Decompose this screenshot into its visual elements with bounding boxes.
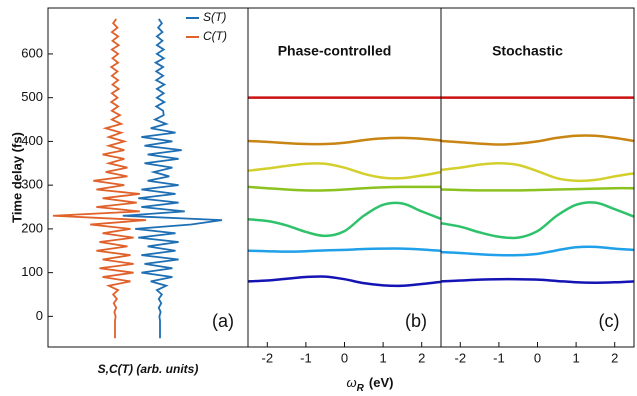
trace-line [52, 18, 147, 339]
x-tick-label: 1 [379, 350, 386, 365]
curve [247, 162, 442, 180]
curve [247, 136, 442, 146]
x-axis-label: S,C(T) (arb. units) [98, 362, 199, 376]
curve [440, 245, 635, 257]
y-tick-label: 500 [21, 89, 43, 104]
panel-label: (c) [599, 311, 620, 331]
x-tick-label: 2 [611, 350, 618, 365]
curve [247, 201, 442, 238]
x-tick-label: 0 [341, 350, 348, 365]
shared-x-label: ωR (eV) [347, 375, 394, 393]
curve [440, 201, 635, 240]
curve [440, 186, 635, 192]
y-tick-label: 300 [21, 177, 43, 192]
curve [247, 275, 442, 288]
curve [247, 185, 441, 192]
y-tick-label: 0 [36, 308, 43, 323]
trace-line [122, 18, 223, 339]
panel-frame [47, 7, 249, 348]
curve [440, 162, 635, 183]
panel-label: (a) [212, 311, 234, 331]
x-label-subscript: R [357, 383, 365, 394]
panel-frame [440, 7, 635, 348]
x-tick-label: -1 [493, 350, 505, 365]
x-tick-label: 2 [418, 350, 425, 365]
curve [440, 134, 635, 146]
y-axis-label: Time delay (fs) [9, 132, 24, 223]
legend-label: C(T) [203, 29, 227, 43]
panel-title: Phase-controlled [278, 43, 392, 59]
legend-label: S(T) [203, 10, 226, 24]
x-tick-label: -2 [455, 350, 467, 365]
curve [247, 247, 442, 253]
x-label-unit: (eV) [369, 375, 394, 390]
curve [440, 277, 635, 284]
x-tick-label: 1 [572, 350, 579, 365]
y-tick-label: 200 [21, 220, 43, 235]
x-label-symbol: ω [347, 375, 357, 390]
x-tick-label: -2 [262, 350, 274, 365]
panel-label: (b) [405, 311, 427, 331]
panel-title: Stochastic [492, 43, 563, 59]
y-tick-label: 600 [21, 45, 43, 60]
y-tick-label: 100 [21, 264, 43, 279]
x-tick-label: -1 [300, 350, 312, 365]
y-tick-label: 400 [21, 133, 43, 148]
x-tick-label: 0 [534, 350, 541, 365]
